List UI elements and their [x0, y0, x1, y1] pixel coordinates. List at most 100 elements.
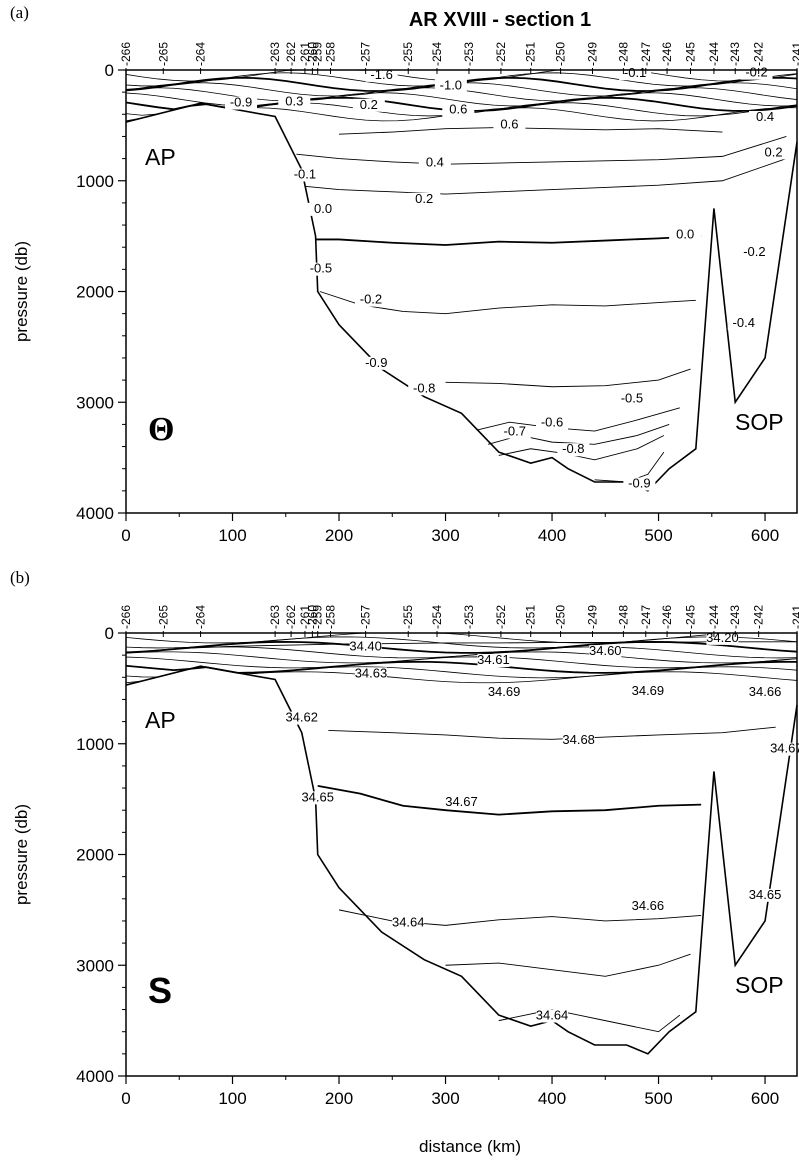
station-label: -254 — [430, 42, 444, 66]
y-tick-label: 0 — [105, 61, 114, 80]
station-label: -257 — [359, 42, 373, 66]
station-label: -252 — [494, 605, 508, 629]
seafloor-outline — [125, 665, 798, 1055]
x-tick-label: 400 — [538, 526, 566, 545]
contour-label-bg — [392, 916, 425, 930]
contour-label-bg — [749, 110, 782, 124]
contour-label: 34.69 — [488, 684, 521, 699]
x-tick-label: 100 — [218, 1089, 246, 1108]
contour-label-bg — [418, 156, 451, 170]
contour-label: -0.4 — [733, 315, 755, 330]
contour-label-bg — [307, 202, 340, 216]
contour-label-bg — [749, 888, 782, 902]
contour-label-bg — [631, 899, 664, 913]
contour-label-bg — [498, 425, 531, 439]
contour-line — [328, 726, 776, 740]
station-label: -246 — [660, 42, 674, 66]
station-label: -259 — [311, 42, 325, 66]
contour-label: -0.8 — [413, 380, 435, 395]
contour-label: -0.1 — [624, 65, 646, 80]
station-label: -245 — [683, 42, 697, 66]
contour-label: 34.67 — [445, 794, 478, 809]
contour-label: 34.64 — [536, 1008, 569, 1023]
contour-label: -0.8 — [562, 441, 584, 456]
y-tick-label: 4000 — [76, 504, 114, 523]
contour-label-bg — [488, 686, 521, 700]
station-label: -247 — [639, 42, 653, 66]
contour-label: 0.0 — [676, 226, 694, 241]
contour-label-bg — [352, 98, 385, 112]
variable-symbol: S — [148, 970, 172, 1011]
contour-line — [319, 291, 696, 315]
contour-label: -0.2 — [743, 244, 765, 259]
contour-label-bg — [623, 477, 656, 491]
seafloor-outline — [125, 102, 798, 492]
panel-letter: (b) — [10, 568, 30, 587]
x-tick-label: 100 — [218, 526, 246, 545]
contour-label-bg — [349, 640, 382, 654]
contour-label: 0.3 — [285, 93, 303, 108]
x-tick-label: 200 — [325, 526, 353, 545]
x-tick-label: 500 — [644, 526, 672, 545]
contour-label: -0.7 — [504, 423, 526, 438]
contour-label-bg — [408, 192, 441, 206]
station-label: -266 — [119, 605, 133, 629]
contour-label-bg — [562, 733, 595, 747]
contour-label-bg — [354, 667, 387, 681]
contour-line — [338, 127, 723, 135]
contour-line — [498, 1009, 681, 1033]
station-label: -260 — [305, 42, 319, 66]
contour-line — [445, 368, 691, 388]
contour-label-bg — [557, 443, 590, 457]
station-label: -262 — [284, 605, 298, 629]
station-label: -250 — [554, 605, 568, 629]
panel-letter: (a) — [10, 3, 29, 22]
contour-line — [498, 435, 665, 461]
station-label: -258 — [323, 605, 337, 629]
panel-b: (b) pressure (db) 34.40 34.20 34.61 34.60 34.6… — [10, 568, 799, 1108]
contour-label: -0.1 — [294, 167, 316, 182]
contour-label: 0.2 — [765, 144, 783, 159]
station-label: -255 — [401, 605, 415, 629]
station-label: -261 — [298, 42, 312, 66]
contour-label: -0.9 — [230, 95, 252, 110]
contour-label-bg — [536, 416, 569, 430]
contour-label: 0.4 — [756, 109, 774, 124]
contour-label: 0.2 — [360, 97, 378, 112]
contour-label: -0.5 — [310, 261, 332, 276]
contour-label: 34.67 — [770, 741, 799, 756]
station-label: -243 — [728, 605, 742, 629]
panel-a: (a) pressure (db) -1.6 -1.0 -0.1 -0.2 -0.9 0.3 0… — [10, 3, 799, 545]
contour-label-bg — [278, 95, 311, 109]
contour-label: 34.60 — [589, 643, 622, 658]
contour-label: -0.9 — [365, 355, 387, 370]
contour-label-bg — [727, 316, 760, 330]
y-tick-label: 3000 — [76, 956, 114, 975]
station-label: -248 — [616, 42, 630, 66]
station-label: -254 — [430, 605, 444, 629]
x-tick-label: 400 — [538, 1089, 566, 1108]
region-label-sop: SOP — [735, 409, 784, 435]
contour-label: -0.9 — [628, 476, 650, 491]
contour-label: 0.4 — [426, 154, 444, 169]
contour-label-bg — [589, 645, 622, 659]
y-tick-label: 2000 — [76, 846, 114, 865]
contour-label-bg — [354, 293, 387, 307]
contour-line — [296, 136, 787, 165]
y-tick-label: 3000 — [76, 393, 114, 412]
contour-label-bg — [615, 392, 648, 406]
y-tick-label: 2000 — [76, 283, 114, 302]
y-tick-label: 4000 — [76, 1067, 114, 1086]
station-label: -266 — [119, 42, 133, 66]
station-label: -246 — [660, 605, 674, 629]
station-label: -243 — [728, 42, 742, 66]
variable-symbol: Θ — [148, 411, 174, 448]
x-tick-label: 0 — [121, 1089, 130, 1108]
surface-contour-line — [125, 666, 798, 684]
contour-label: 34.20 — [706, 630, 739, 645]
contour-label: 34.66 — [749, 684, 782, 699]
station-label: -259 — [311, 605, 325, 629]
contour-label: 34.40 — [349, 639, 382, 654]
contour-line — [445, 953, 691, 977]
